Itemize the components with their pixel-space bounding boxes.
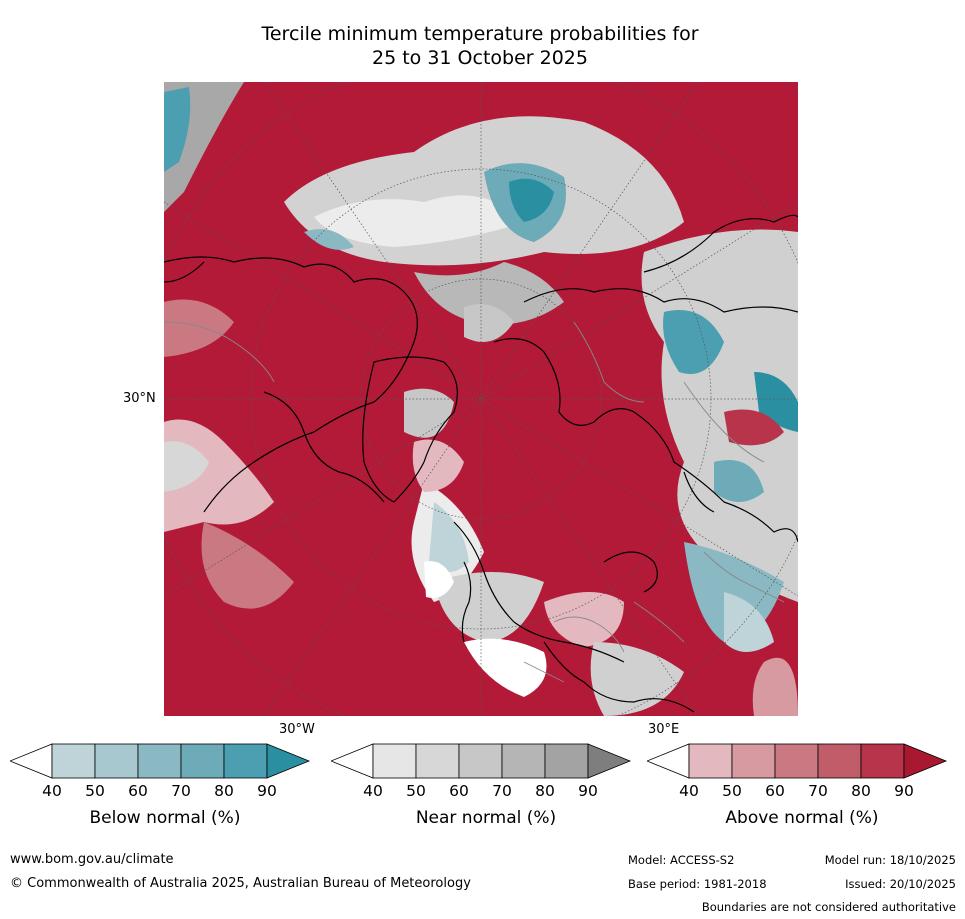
near-normal-zone-na — [164, 441, 209, 492]
colorbar-bin — [51, 743, 96, 779]
colorbar-bin — [94, 743, 139, 779]
footer-disclaimer: Boundaries are not considered authoritat… — [701, 900, 956, 914]
colorbar-near-normal-svg — [331, 743, 632, 779]
no-dominant-zone-europe — [464, 638, 547, 697]
colorbar-above-normal: Above normal (%) 40 50 60 70 80 90 — [647, 742, 957, 832]
coastlines — [164, 214, 798, 713]
colorbar-extend-high — [903, 743, 948, 779]
near-normal-light-arctic — [314, 195, 524, 247]
colorbar-above-normal-label: Above normal (%) — [725, 808, 879, 828]
colorbar-bin — [458, 743, 503, 779]
below-normal-patch-arctic-w — [304, 229, 354, 250]
colorbar-extend-low — [647, 743, 690, 779]
near-normal-zone-europe-s — [590, 642, 684, 716]
lat-label-30n: 30°N — [123, 391, 156, 406]
colorbar-near-normal: Near normal (%) 40 50 60 70 80 90 — [331, 742, 641, 832]
colorbar-tick-label: 50 — [406, 782, 426, 800]
lon-label-30e: 30°E — [648, 722, 680, 737]
footer-copyright: © Commonwealth of Australia 2025, Austra… — [10, 876, 471, 891]
footer-website: www.bom.gov.au/climate — [10, 852, 174, 867]
colorbar-above-normal-svg — [647, 743, 948, 779]
below-normal-zone-nw — [164, 87, 191, 172]
colorbar-tick-label: 40 — [679, 782, 699, 800]
footer-base-period: Base period: 1981-2018 — [628, 877, 767, 891]
near-normal-zone-siberia-2 — [464, 304, 514, 342]
colorbar-bin — [731, 743, 776, 779]
colorbar-tick-label: 70 — [492, 782, 512, 800]
above-normal-patch-asia — [724, 409, 784, 446]
colorbar-below-normal-label: Below normal (%) — [89, 808, 241, 828]
colorbar-bin — [223, 743, 268, 779]
colorbar-extend-high — [587, 743, 632, 779]
colorbar-bin — [180, 743, 225, 779]
colorbar-tick-label: 50 — [722, 782, 742, 800]
colorbar-bin — [860, 743, 905, 779]
colorbar-tick-label: 60 — [765, 782, 785, 800]
colorbar-tick-label: 60 — [128, 782, 148, 800]
lon-label-30w: 30°W — [279, 722, 315, 737]
colorbar-tick-label: 90 — [257, 782, 277, 800]
above-normal-light-europe — [544, 592, 624, 647]
colorbar-below-normal-svg — [10, 743, 311, 779]
below-normal-zone-atlantic — [429, 502, 469, 572]
colorbar-tick-label: 70 — [171, 782, 191, 800]
above-normal-mid-na — [201, 522, 294, 609]
colorbar-extend-low — [331, 743, 374, 779]
footer-issued: Issued: 20/10/2025 — [845, 877, 956, 891]
country-borders — [164, 321, 785, 683]
colorbar-tick-label: 40 — [42, 782, 62, 800]
graticule — [164, 82, 798, 716]
near-normal-zone-siberia — [414, 262, 564, 325]
colorbar-bin — [817, 743, 862, 779]
colorbar-extend-low — [10, 743, 53, 779]
below-normal-zone-asia-5 — [724, 592, 774, 652]
above-normal-mid-alaska — [164, 299, 234, 357]
colorbar-bin — [688, 743, 733, 779]
colorbar-extend-high — [266, 743, 311, 779]
colorbar-near-normal-label: Near normal (%) — [415, 808, 557, 828]
colorbar-tick-label: 80 — [851, 782, 871, 800]
colorbar-tick-label: 80 — [535, 782, 555, 800]
colorbar-below-normal: Below normal (%) 40 50 60 70 80 90 — [10, 742, 320, 832]
footer-model-run: Model run: 18/10/2025 — [824, 853, 956, 867]
colorbar-bin — [415, 743, 460, 779]
above-normal-light-se — [752, 657, 798, 716]
colorbar-tick-label: 60 — [449, 782, 469, 800]
colorbar-bin — [544, 743, 589, 779]
above-normal-light-greenland — [412, 439, 464, 492]
below-normal-core-arctic — [509, 178, 554, 222]
map-canvas — [164, 82, 798, 716]
no-dominant-zone-atlantic — [424, 561, 454, 598]
probability-map — [164, 82, 798, 716]
colorbar-tick-label: 80 — [214, 782, 234, 800]
map-title: Tercile minimum temperature probabilitie… — [160, 22, 800, 70]
colorbar-tick-label: 70 — [808, 782, 828, 800]
colorbar-tick-label: 50 — [85, 782, 105, 800]
footer-model: Model: ACCESS-S2 — [628, 853, 735, 867]
title-line-1: Tercile minimum temperature probabilitie… — [261, 23, 699, 45]
title-line-2: 25 to 31 October 2025 — [372, 47, 588, 69]
below-normal-zone-asia-1 — [663, 310, 724, 374]
colorbar-bin — [137, 743, 182, 779]
near-normal-zone-canada — [404, 388, 454, 438]
colorbar-bin — [774, 743, 819, 779]
colorbar-tick-label: 90 — [894, 782, 914, 800]
colorbar-bin — [372, 743, 417, 779]
colorbar-tick-label: 40 — [363, 782, 383, 800]
colorbar-tick-label: 90 — [578, 782, 598, 800]
colorbar-bin — [501, 743, 546, 779]
below-normal-zone-asia-3 — [714, 460, 764, 502]
